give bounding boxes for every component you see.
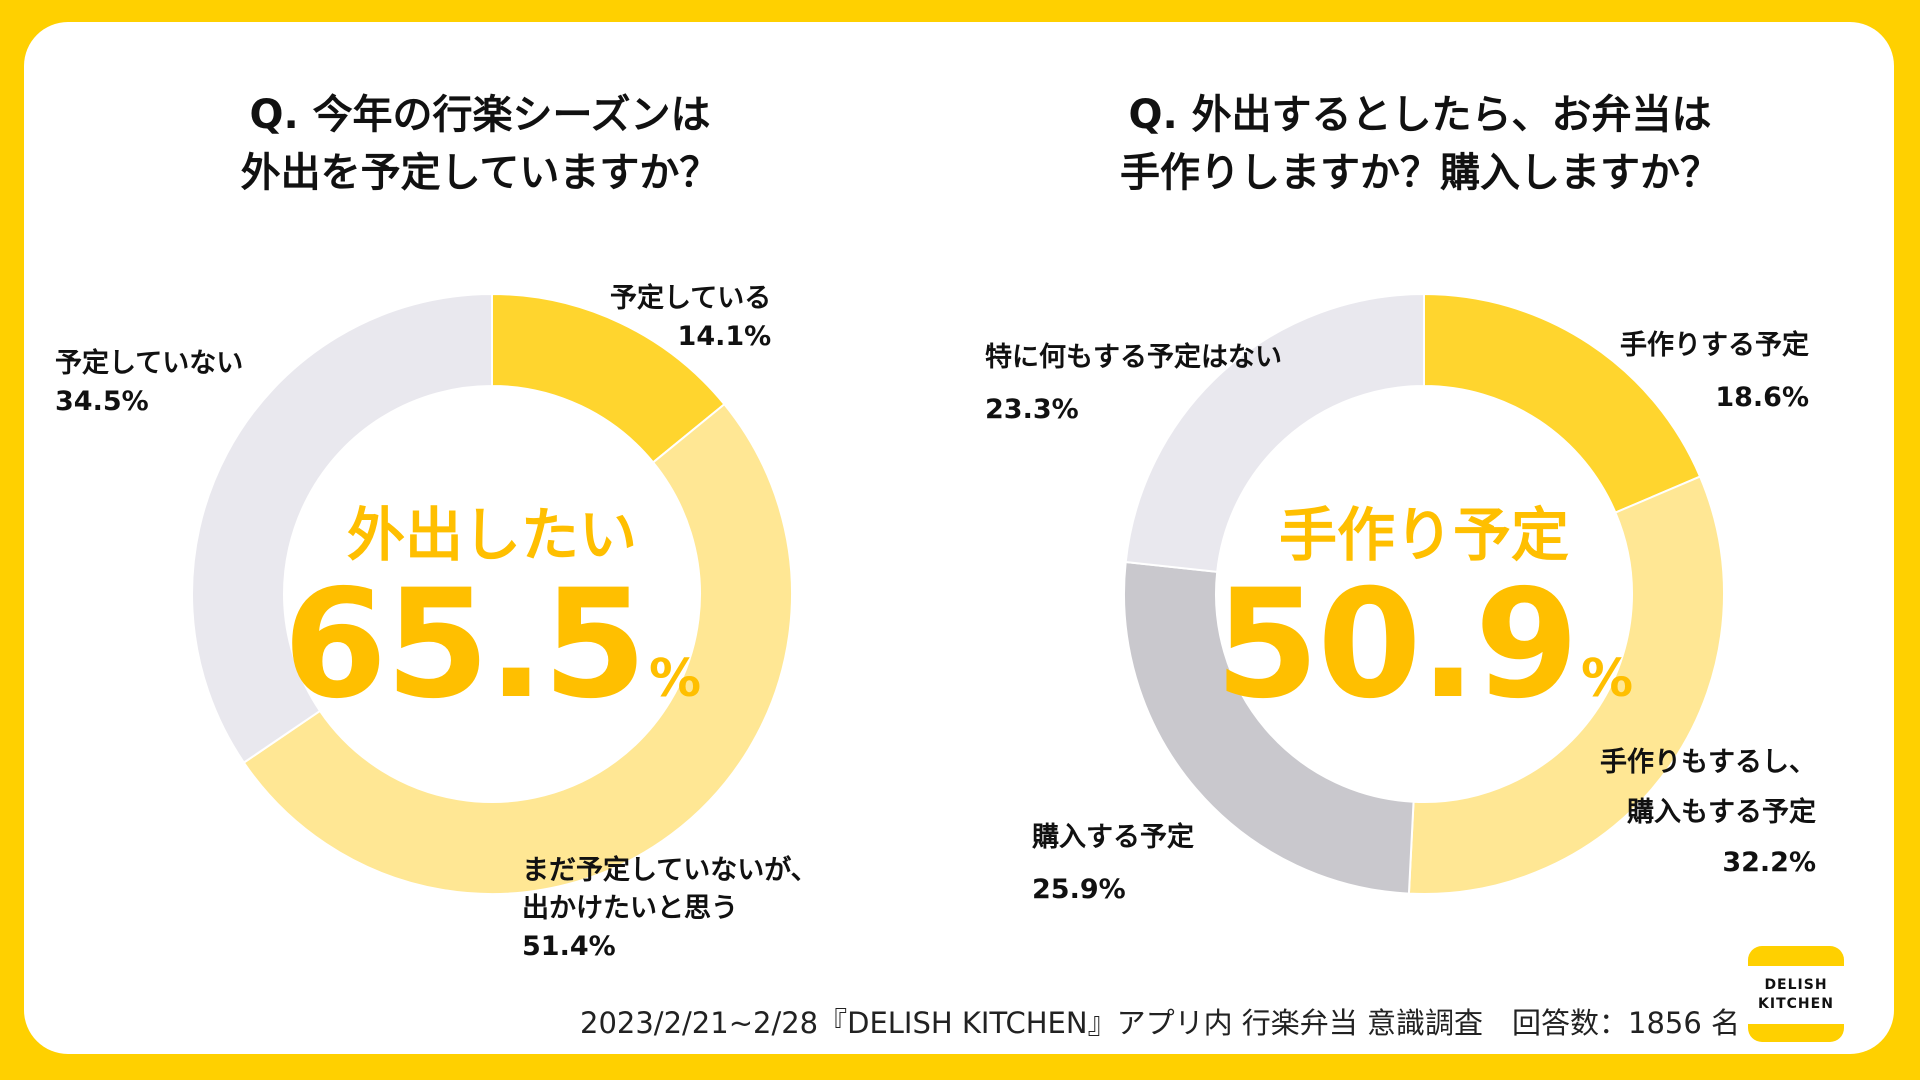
slice-label-purchase: 購入する予定 25.9% bbox=[1032, 812, 1194, 916]
chart-title-line: 手作りしますか？購入しますか？ bbox=[1120, 150, 1720, 196]
slice-label-both: 手作りもするし、 購入もする予定 32.2% bbox=[1600, 738, 1816, 888]
slice-label-homemade: 手作りする予定 18.6% bbox=[1620, 320, 1809, 424]
slice-label-text: 手作りもするし、 bbox=[1600, 747, 1816, 778]
chart-title-line: Q. 外出するとしたら、お弁当は bbox=[1128, 92, 1712, 138]
slice-label-value: 34.5% bbox=[55, 386, 149, 417]
donut-slice-outing-2 bbox=[191, 292, 493, 765]
slice-label-planned: 予定している 14.1% bbox=[610, 280, 771, 356]
delish-kitchen-logo: DELISH KITCHEN bbox=[1748, 946, 1844, 1042]
slice-label-text: 手作りする予定 bbox=[1620, 330, 1809, 361]
slice-label-text: 予定していない bbox=[55, 348, 244, 379]
donut-center-bento: 手作り予定 50.9% bbox=[1215, 500, 1633, 720]
chart-card bbox=[24, 22, 1894, 1054]
slice-label-value: 25.9% bbox=[1032, 874, 1126, 905]
logo-line: DELISH bbox=[1764, 977, 1828, 993]
donut-center-outing: 外出したい 65.5% bbox=[283, 500, 701, 720]
donut-slice-bento-1 bbox=[1407, 475, 1725, 895]
slice-label-value: 18.6% bbox=[1715, 382, 1809, 413]
chart-title-bento: Q. 外出するとしたら、お弁当は 手作りしますか？購入しますか？ bbox=[1040, 86, 1800, 202]
slice-label-value: 14.1% bbox=[677, 321, 772, 352]
slice-label-text: 予定している bbox=[610, 283, 772, 314]
chart-title-line: Q. 今年の行楽シーズンは bbox=[249, 92, 711, 138]
slice-label-nothing: 特に何もする予定はない 23.3% bbox=[985, 332, 1282, 436]
slice-label-text: 特に何もする予定はない bbox=[985, 342, 1282, 373]
center-value: 65.5 bbox=[282, 558, 647, 732]
slice-label-text: 出かけたいと思う bbox=[522, 893, 738, 924]
slice-label-text: 購入もする予定 bbox=[1627, 797, 1816, 828]
center-unit: % bbox=[648, 649, 702, 709]
slice-label-text: 購入する予定 bbox=[1032, 822, 1194, 853]
slice-label-not-planned: 予定していない 34.5% bbox=[55, 345, 243, 421]
center-caption: 手作り予定 bbox=[1278, 501, 1570, 569]
chart-title-outing: Q. 今年の行楽シーズンは 外出を予定していますか？ bbox=[100, 86, 860, 202]
slice-label-value: 32.2% bbox=[1722, 847, 1816, 878]
slice-label-not-yet: まだ予定していないが、 出かけたいと思う 51.4% bbox=[522, 852, 818, 966]
survey-footnote: 2023/2/21~2/28『DELISH KITCHEN』アプリ内 行楽弁当 … bbox=[580, 1006, 1741, 1040]
slice-label-value: 51.4% bbox=[522, 931, 616, 962]
slice-label-text: まだ予定していないが、 bbox=[522, 855, 818, 886]
donut-slice-bento-2 bbox=[1123, 560, 1415, 895]
slice-label-value: 23.3% bbox=[985, 394, 1079, 425]
center-unit: % bbox=[1580, 649, 1634, 709]
logo-line: KITCHEN bbox=[1758, 996, 1834, 1012]
chart-title-line: 外出を予定していますか？ bbox=[240, 150, 720, 196]
center-caption: 外出したい bbox=[346, 501, 638, 569]
donut-slice-outing-1 bbox=[242, 402, 793, 895]
donut-slice-bento-3 bbox=[1124, 292, 1425, 573]
center-value: 50.9 bbox=[1214, 558, 1579, 732]
logo-wordmark: DELISH KITCHEN bbox=[1748, 966, 1844, 1024]
